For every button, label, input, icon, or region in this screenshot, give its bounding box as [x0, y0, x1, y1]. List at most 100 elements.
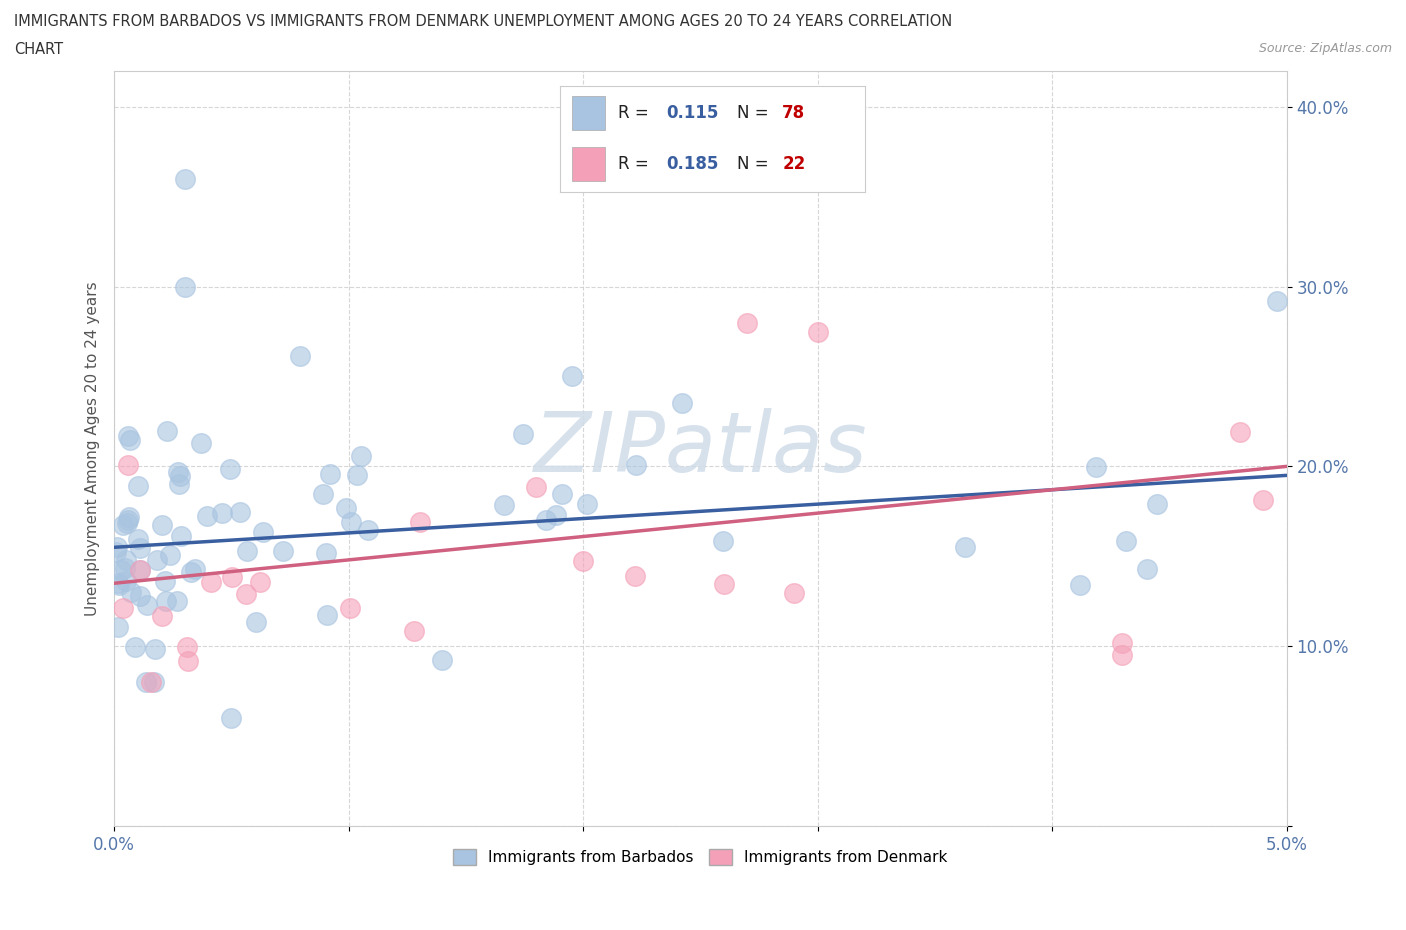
- Point: [1084, 459, 1107, 474]
- Legend: Immigrants from Barbados, Immigrants from Denmark: Immigrants from Barbados, Immigrants fro…: [447, 843, 953, 871]
- Point: [576, 497, 599, 512]
- Text: ZIPatlas: ZIPatlas: [534, 408, 868, 489]
- Point: [1111, 635, 1133, 650]
- Point: [340, 514, 363, 529]
- Point: [624, 458, 647, 472]
- Point: [108, 578, 131, 592]
- Point: [534, 512, 557, 527]
- Point: [1069, 578, 1091, 592]
- Point: [166, 593, 188, 608]
- Point: [117, 428, 139, 443]
- Point: [177, 654, 200, 669]
- Point: [155, 593, 177, 608]
- Point: [173, 171, 195, 186]
- Point: [117, 512, 139, 527]
- Point: [180, 565, 202, 579]
- Point: [200, 575, 222, 590]
- Point: [315, 607, 337, 622]
- Point: [953, 540, 976, 555]
- Point: [159, 547, 181, 562]
- Point: [107, 619, 129, 634]
- Point: [235, 586, 257, 601]
- Point: [120, 585, 142, 600]
- Point: [170, 528, 193, 543]
- Point: [512, 426, 534, 441]
- Point: [430, 653, 453, 668]
- Point: [155, 423, 177, 438]
- Point: [169, 469, 191, 484]
- Point: [146, 552, 169, 567]
- Point: [112, 518, 135, 533]
- Point: [229, 504, 252, 519]
- Point: [290, 349, 312, 364]
- Point: [737, 315, 759, 330]
- Text: Source: ZipAtlas.com: Source: ZipAtlas.com: [1258, 42, 1392, 55]
- Point: [245, 615, 267, 630]
- Point: [115, 574, 138, 589]
- Point: [319, 467, 342, 482]
- Point: [1136, 562, 1159, 577]
- Point: [127, 479, 149, 494]
- Point: [551, 487, 574, 502]
- Point: [110, 563, 132, 578]
- Point: [184, 562, 207, 577]
- Point: [1251, 493, 1274, 508]
- Point: [572, 554, 595, 569]
- Point: [783, 586, 806, 601]
- Point: [219, 461, 242, 476]
- Point: [409, 515, 432, 530]
- Point: [176, 640, 198, 655]
- Point: [150, 517, 173, 532]
- Point: [271, 544, 294, 559]
- Point: [1229, 425, 1251, 440]
- Point: [114, 561, 136, 576]
- Point: [807, 324, 830, 339]
- Point: [350, 449, 373, 464]
- Point: [1267, 293, 1289, 308]
- Point: [252, 525, 274, 539]
- Point: [167, 465, 190, 480]
- Point: [561, 369, 583, 384]
- Point: [117, 515, 139, 530]
- Point: [221, 711, 243, 725]
- Point: [211, 506, 233, 521]
- Point: [104, 545, 127, 560]
- Point: [150, 608, 173, 623]
- Point: [128, 531, 150, 546]
- Point: [671, 395, 693, 410]
- Point: [153, 573, 176, 588]
- Point: [236, 543, 259, 558]
- Point: [129, 562, 152, 577]
- Point: [494, 498, 516, 512]
- Point: [1146, 496, 1168, 511]
- Point: [173, 279, 195, 294]
- Point: [129, 563, 152, 578]
- Point: [105, 539, 128, 554]
- Point: [143, 675, 166, 690]
- Point: [312, 487, 335, 502]
- Point: [221, 569, 243, 584]
- Point: [357, 523, 380, 538]
- Point: [711, 534, 734, 549]
- Point: [118, 432, 141, 447]
- Point: [195, 509, 218, 524]
- Point: [128, 589, 150, 604]
- Y-axis label: Unemployment Among Ages 20 to 24 years: Unemployment Among Ages 20 to 24 years: [86, 281, 100, 616]
- Point: [115, 552, 138, 567]
- Point: [141, 675, 163, 690]
- Point: [544, 508, 567, 523]
- Text: CHART: CHART: [14, 42, 63, 57]
- Point: [128, 540, 150, 555]
- Point: [346, 467, 368, 482]
- Point: [402, 623, 425, 638]
- Text: IMMIGRANTS FROM BARBADOS VS IMMIGRANTS FROM DENMARK UNEMPLOYMENT AMONG AGES 20 T: IMMIGRANTS FROM BARBADOS VS IMMIGRANTS F…: [14, 14, 952, 29]
- Point: [124, 640, 146, 655]
- Point: [117, 458, 139, 472]
- Point: [1111, 648, 1133, 663]
- Point: [143, 642, 166, 657]
- Point: [107, 576, 129, 591]
- Point: [624, 568, 647, 583]
- Point: [136, 598, 159, 613]
- Point: [135, 675, 157, 690]
- Point: [249, 575, 271, 590]
